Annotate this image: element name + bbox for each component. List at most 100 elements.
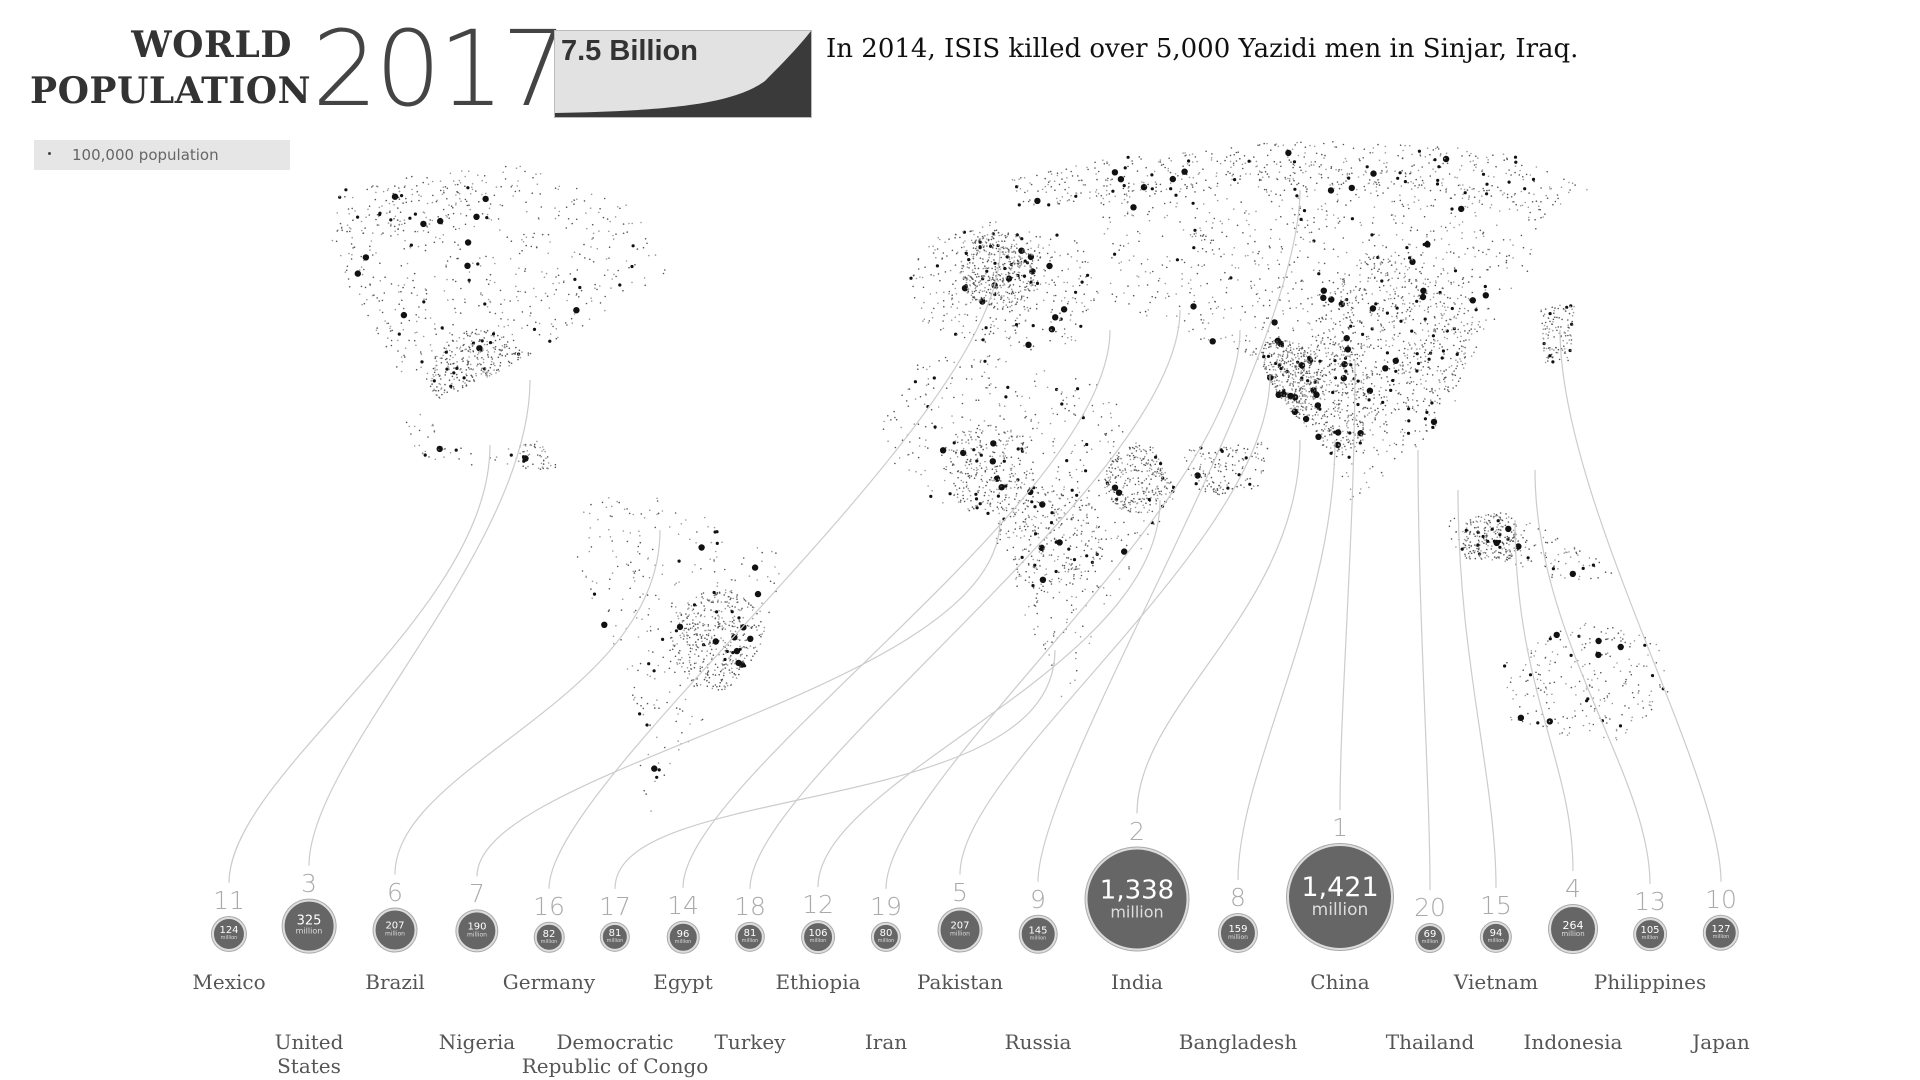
population-dot xyxy=(1003,299,1005,302)
population-dot xyxy=(1295,400,1298,403)
population-dot xyxy=(403,354,405,357)
population-dot xyxy=(1152,451,1154,454)
population-dot xyxy=(975,254,978,256)
population-dot xyxy=(1327,365,1329,368)
population-dot xyxy=(684,670,686,673)
population-dot xyxy=(1060,393,1063,395)
population-dot xyxy=(390,339,393,342)
population-dot xyxy=(1489,206,1492,209)
population-dot xyxy=(434,328,436,330)
population-dot xyxy=(546,295,549,298)
population-dot xyxy=(570,317,573,320)
population-dot xyxy=(1031,324,1035,328)
population-dot xyxy=(724,628,727,630)
population-dot xyxy=(985,300,988,302)
population-dot xyxy=(756,629,758,631)
population-dot xyxy=(1310,296,1313,299)
population-dot xyxy=(1001,240,1003,242)
population-dot xyxy=(709,629,711,632)
population-dot xyxy=(1473,188,1475,190)
population-dot xyxy=(486,371,489,373)
population-dot xyxy=(1058,497,1060,500)
population-dot xyxy=(422,300,426,304)
population-dot xyxy=(1060,493,1063,496)
population-dot xyxy=(629,532,632,534)
population-dot xyxy=(1286,352,1289,354)
population-dot xyxy=(1087,504,1089,506)
population-dot xyxy=(467,350,470,352)
population-dot xyxy=(381,311,384,314)
population-dot xyxy=(699,684,702,686)
population-dot xyxy=(1397,295,1400,297)
population-dot xyxy=(742,616,745,619)
population-dot xyxy=(1211,313,1214,315)
population-dot xyxy=(1416,400,1418,402)
population-dot xyxy=(1072,609,1075,611)
population-dot xyxy=(720,610,723,613)
population-dot xyxy=(1403,258,1406,260)
population-dot xyxy=(498,370,500,372)
population-dot xyxy=(1087,522,1089,524)
population-dot xyxy=(922,286,925,289)
population-dot xyxy=(1401,203,1404,206)
population-dot xyxy=(1405,317,1407,319)
population-dot xyxy=(1450,357,1452,360)
population-dot xyxy=(1002,443,1005,446)
population-dot xyxy=(513,319,515,321)
population-dot xyxy=(1007,530,1010,532)
population-dot xyxy=(983,359,987,363)
population-dot xyxy=(934,249,936,251)
population-dot xyxy=(1218,248,1221,250)
population-dot xyxy=(1147,533,1149,535)
population-dot xyxy=(622,289,624,292)
population-dot xyxy=(344,271,347,273)
population-dot xyxy=(500,303,502,306)
population-dot xyxy=(1038,252,1041,254)
population-dot xyxy=(1158,520,1161,523)
population-dot xyxy=(1029,543,1032,546)
population-dot xyxy=(1409,258,1416,265)
population-dot xyxy=(1033,529,1036,531)
population-dot xyxy=(734,606,736,608)
population-dot xyxy=(1252,251,1254,253)
population-dot xyxy=(1355,188,1358,191)
population-dot xyxy=(965,486,968,488)
population-dot xyxy=(1305,390,1307,392)
population-dot xyxy=(1014,391,1017,393)
population-dot xyxy=(1030,500,1034,504)
population-dot xyxy=(1333,399,1336,402)
population-dot xyxy=(1014,291,1017,294)
population-dot xyxy=(1019,285,1021,288)
population-dot xyxy=(1191,186,1194,188)
population-dot xyxy=(1076,534,1078,536)
population-dot xyxy=(1028,605,1030,608)
population-dot xyxy=(994,291,997,294)
population-dot xyxy=(497,356,500,359)
population-dot xyxy=(938,360,940,362)
population-dot xyxy=(679,684,681,687)
population-dot xyxy=(350,243,353,245)
population-dot xyxy=(454,228,457,231)
population-dot xyxy=(1309,364,1311,367)
population-dot xyxy=(1316,372,1318,374)
population-dot xyxy=(1189,279,1192,281)
population-dot xyxy=(679,649,681,652)
population-dot xyxy=(1522,246,1525,249)
population-dot xyxy=(452,323,454,326)
population-dot xyxy=(405,197,407,200)
population-dot xyxy=(1317,382,1320,384)
population-dot xyxy=(1155,503,1157,505)
population-dot xyxy=(467,366,470,369)
population-dot xyxy=(713,610,715,613)
population-dot xyxy=(1324,411,1326,413)
population-dot xyxy=(1032,345,1035,348)
population-dot xyxy=(1375,361,1377,363)
population-dot xyxy=(1018,237,1021,239)
population-dot xyxy=(473,225,476,228)
population-dot xyxy=(1399,332,1401,335)
population-dot xyxy=(546,456,549,458)
population-dot xyxy=(1072,534,1075,536)
population-dot xyxy=(1082,519,1085,522)
population-dot xyxy=(639,535,641,537)
population-dot xyxy=(702,624,704,627)
